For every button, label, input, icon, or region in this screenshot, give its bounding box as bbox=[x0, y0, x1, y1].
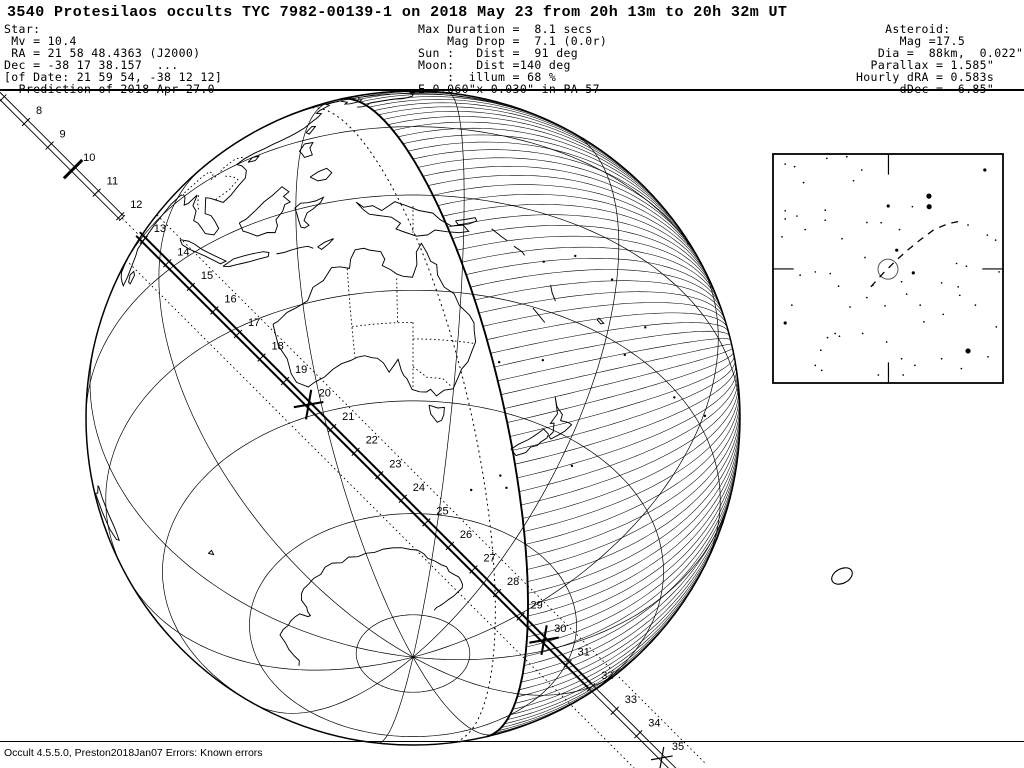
path-minute-label: 11 bbox=[107, 176, 118, 188]
path-minute-label: 33 bbox=[625, 694, 637, 706]
path-minute-label: 31 bbox=[578, 647, 590, 659]
path-minute-label: 16 bbox=[224, 293, 236, 305]
path-minute-label: 27 bbox=[483, 552, 495, 564]
path-minute-label: 25 bbox=[436, 505, 448, 517]
minute-ticks bbox=[0, 94, 673, 768]
path-minute-label: 18 bbox=[272, 341, 284, 353]
path-error-limits bbox=[125, 214, 706, 768]
island-dots bbox=[470, 232, 707, 492]
page-title: 3540 Protesilaos occults TYC 7982-00139-… bbox=[7, 4, 788, 21]
graticule bbox=[85, 92, 741, 744]
path-minute-label: 28 bbox=[507, 576, 519, 588]
twilight-line bbox=[306, 107, 496, 744]
minute-labels: 8 9 10 11 12 13 14 15 16 17 18 19 20 21 22 23 24 25 26 27 28… bbox=[36, 105, 684, 753]
moon-position-marker bbox=[831, 567, 853, 585]
globe-limb bbox=[85, 90, 741, 746]
path-minute-label: 19 bbox=[295, 364, 307, 376]
daylight-hatching bbox=[342, 90, 741, 736]
path-minute-label: 29 bbox=[531, 600, 543, 612]
star-info-block: Star: Mv = 10.4 RA = 21 58 48.4363 (J200… bbox=[4, 22, 223, 95]
path-minute-label: 35 bbox=[672, 741, 684, 753]
path-minute-label: 32 bbox=[601, 670, 613, 682]
starfield-inset bbox=[772, 153, 1004, 384]
terminator-line bbox=[340, 97, 529, 738]
path-minute-label: 24 bbox=[413, 482, 425, 494]
borders bbox=[184, 156, 475, 390]
header-divider bbox=[0, 89, 1024, 91]
path-minute-label: 23 bbox=[389, 458, 401, 470]
path-minute-label: 34 bbox=[648, 717, 660, 729]
asteroid-info-block: Asteroid: Mag =17.5 Dia = 88km, 0.022" P… bbox=[856, 22, 1024, 95]
coastlines bbox=[95, 91, 605, 666]
path-minute-label: 13 bbox=[154, 223, 166, 235]
path-minute-label: 9 bbox=[60, 129, 66, 141]
event-info-block: Max Duration = 8.1 secs Mag Drop = 7.1 (… bbox=[418, 22, 608, 95]
occultation-path bbox=[0, 91, 677, 768]
path-minute-label: 20 bbox=[319, 388, 331, 400]
path-minute-label: 26 bbox=[460, 529, 472, 541]
path-minute-label: 10 bbox=[83, 152, 95, 164]
path-minute-label: 22 bbox=[366, 435, 378, 447]
path-minute-label: 15 bbox=[201, 270, 213, 282]
target-star-circle bbox=[877, 258, 899, 280]
path-minute-label: 12 bbox=[130, 199, 142, 211]
path-minute-label: 17 bbox=[248, 317, 260, 329]
footer-divider bbox=[0, 741, 1024, 742]
status-bar: Occult 4.5.5.0, Preston2018Jan07 Errors:… bbox=[4, 747, 263, 759]
path-minute-label: 14 bbox=[177, 246, 189, 258]
path-minute-label: 8 bbox=[36, 105, 42, 117]
path-minute-label: 30 bbox=[554, 623, 566, 635]
path-minute-label: 21 bbox=[342, 411, 354, 423]
